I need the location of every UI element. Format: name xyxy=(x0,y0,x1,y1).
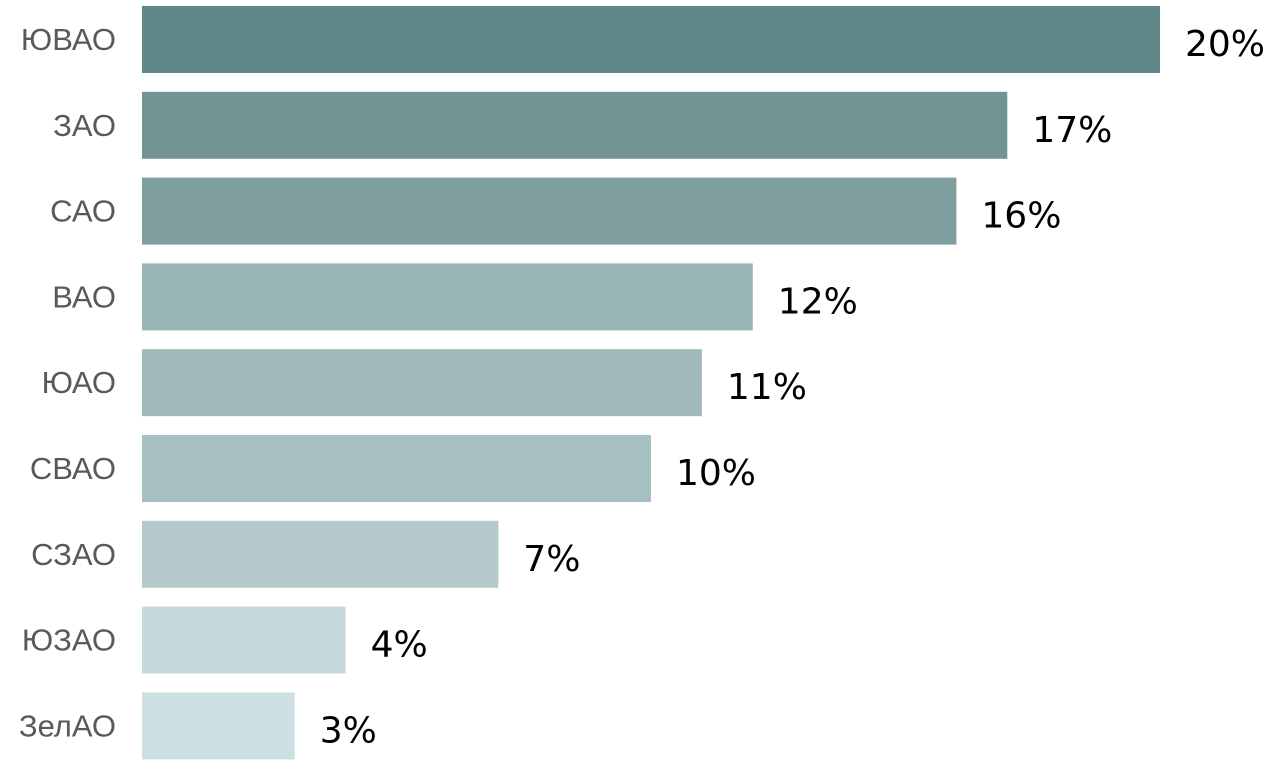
bar xyxy=(142,606,346,674)
value-label: 11% xyxy=(727,367,807,408)
category-label: СВАО xyxy=(30,451,116,486)
value-label: 10% xyxy=(676,453,756,494)
value-label: 16% xyxy=(981,196,1061,237)
bar xyxy=(142,263,753,331)
category-label: СЗАО xyxy=(31,537,116,572)
bar xyxy=(142,91,1008,159)
category-label: ЗАО xyxy=(53,108,116,143)
bar xyxy=(142,435,651,502)
category-labels: ЮВАО ЗАО САО ВАО ЮАО СВАО СЗАО ЮЗАО ЗелАО xyxy=(19,22,116,743)
category-label: ЮЗАО xyxy=(22,623,116,658)
category-label: САО xyxy=(50,194,116,229)
category-label: ЮАО xyxy=(42,365,116,400)
bar xyxy=(142,520,499,588)
bar xyxy=(142,177,957,245)
bar xyxy=(142,692,295,760)
category-label: ВАО xyxy=(52,279,116,314)
category-label: ЗелАО xyxy=(19,708,116,743)
category-label: ЮВАО xyxy=(21,22,116,57)
value-labels: 20% 17% 16% 12% 11% 10% 7% 4% 3% xyxy=(320,24,1265,751)
value-label: 20% xyxy=(1185,24,1265,65)
value-label: 3% xyxy=(320,710,377,751)
bars xyxy=(142,6,1160,760)
bar xyxy=(142,6,1160,73)
bar xyxy=(142,349,702,417)
value-label: 7% xyxy=(523,539,580,580)
value-label: 12% xyxy=(778,281,858,322)
value-label: 17% xyxy=(1032,110,1112,151)
value-label: 4% xyxy=(371,625,428,666)
